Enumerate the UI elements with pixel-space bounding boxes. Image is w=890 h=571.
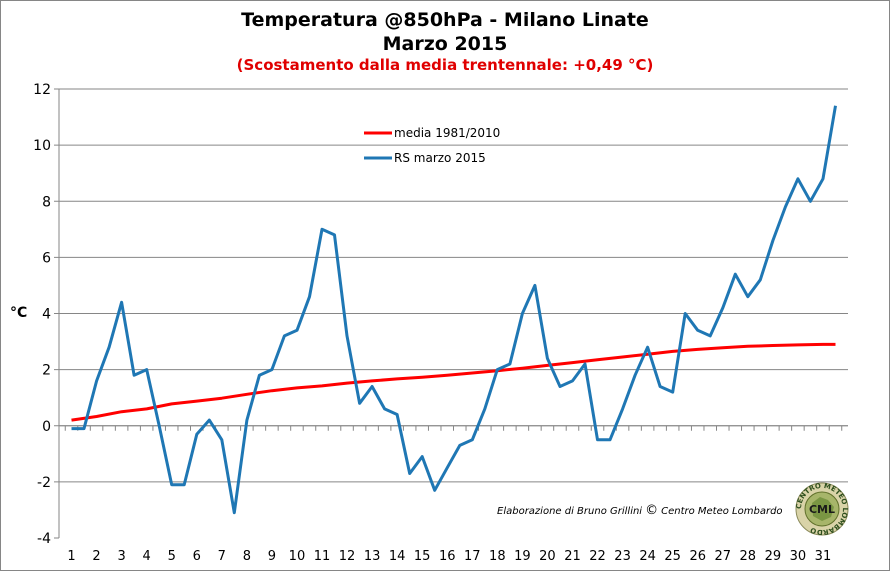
x-tick-label: 30	[790, 549, 807, 564]
legend-label-rs: RS marzo 2015	[394, 151, 486, 165]
y-tick-label: -2	[37, 475, 51, 491]
y-tick-label: 4	[42, 307, 51, 323]
x-tick-label: 4	[143, 549, 151, 564]
x-tick-label: 14	[389, 549, 406, 564]
credit-suffix: Centro Meteo Lombardo	[661, 506, 783, 517]
x-tick-label: 26	[689, 549, 706, 564]
x-tick-label: 22	[589, 549, 606, 564]
cml-logo: CENTRO METEO LOMBARDO CML	[795, 482, 849, 536]
x-tick-label: 3	[117, 549, 125, 564]
x-tick-label: 18	[489, 549, 506, 564]
chart-subtitle: Marzo 2015	[382, 33, 508, 55]
x-tick-label: 6	[193, 549, 201, 564]
x-tick-label: 20	[539, 549, 556, 564]
x-tick-label: 2	[92, 549, 100, 564]
x-tick-label: 17	[464, 549, 481, 564]
x-tick-label: 24	[639, 549, 656, 564]
x-tick-label: 12	[339, 549, 356, 564]
x-tick-label: 11	[314, 549, 331, 564]
x-tick-labels: 1 2 3 4 5 6 7 8 9 10 11 12 13 14 15 16 17 18 19 20 21 22 23 24 2…	[67, 549, 831, 564]
x-tick-label: 9	[268, 549, 276, 564]
x-tick-label: 23	[614, 549, 631, 564]
chart-title: Temperatura @850hPa - Milano Linate	[241, 9, 649, 31]
x-tick-label: 25	[664, 549, 681, 564]
y-tick-label: 10	[33, 138, 51, 154]
y-tick-label: 12	[33, 82, 51, 98]
chart-note: (Scostamento dalla media trentennale: +0…	[236, 56, 654, 74]
legend-label-media: media 1981/2010	[394, 126, 500, 140]
x-tick-label: 21	[564, 549, 581, 564]
legend: media 1981/2010 RS marzo 2015	[364, 126, 500, 165]
x-tick-label: 29	[765, 549, 782, 564]
x-tick-label: 13	[364, 549, 381, 564]
series-lines	[71, 105, 837, 515]
x-tick-label: 16	[439, 549, 456, 564]
x-tick-label: 8	[243, 549, 251, 564]
x-tick-label: 28	[740, 549, 757, 564]
x-tick-label: 15	[414, 549, 431, 564]
x-tick-label: 7	[218, 549, 226, 564]
y-tick-labels: -4 -2 0 2 4 6 8 10 12	[33, 82, 51, 547]
x-tick-label: 27	[714, 549, 731, 564]
y-tick-label: 8	[42, 194, 51, 210]
x-tick-label: 5	[168, 549, 176, 564]
x-tick-label: 31	[815, 549, 832, 564]
y-tick-label: -4	[37, 531, 51, 547]
x-tick-label: 1	[67, 549, 75, 564]
series-line-media	[71, 342, 836, 422]
copyright-symbol: ©	[645, 503, 659, 518]
y-tick-label: 6	[42, 250, 51, 266]
series-line-rs	[71, 105, 837, 515]
y-tick-label: 0	[42, 419, 51, 435]
credit-prefix: Elaborazione di Bruno Grillini	[497, 506, 643, 517]
logo-center-text: CML	[809, 503, 835, 516]
x-tick-label: 10	[289, 549, 306, 564]
y-tick-label: 2	[42, 363, 51, 379]
x-tick-label: 19	[514, 549, 531, 564]
y-axis-label: °C	[10, 305, 28, 321]
credit-line: Elaborazione di Bruno Grillini © Centro Me…	[497, 503, 783, 518]
